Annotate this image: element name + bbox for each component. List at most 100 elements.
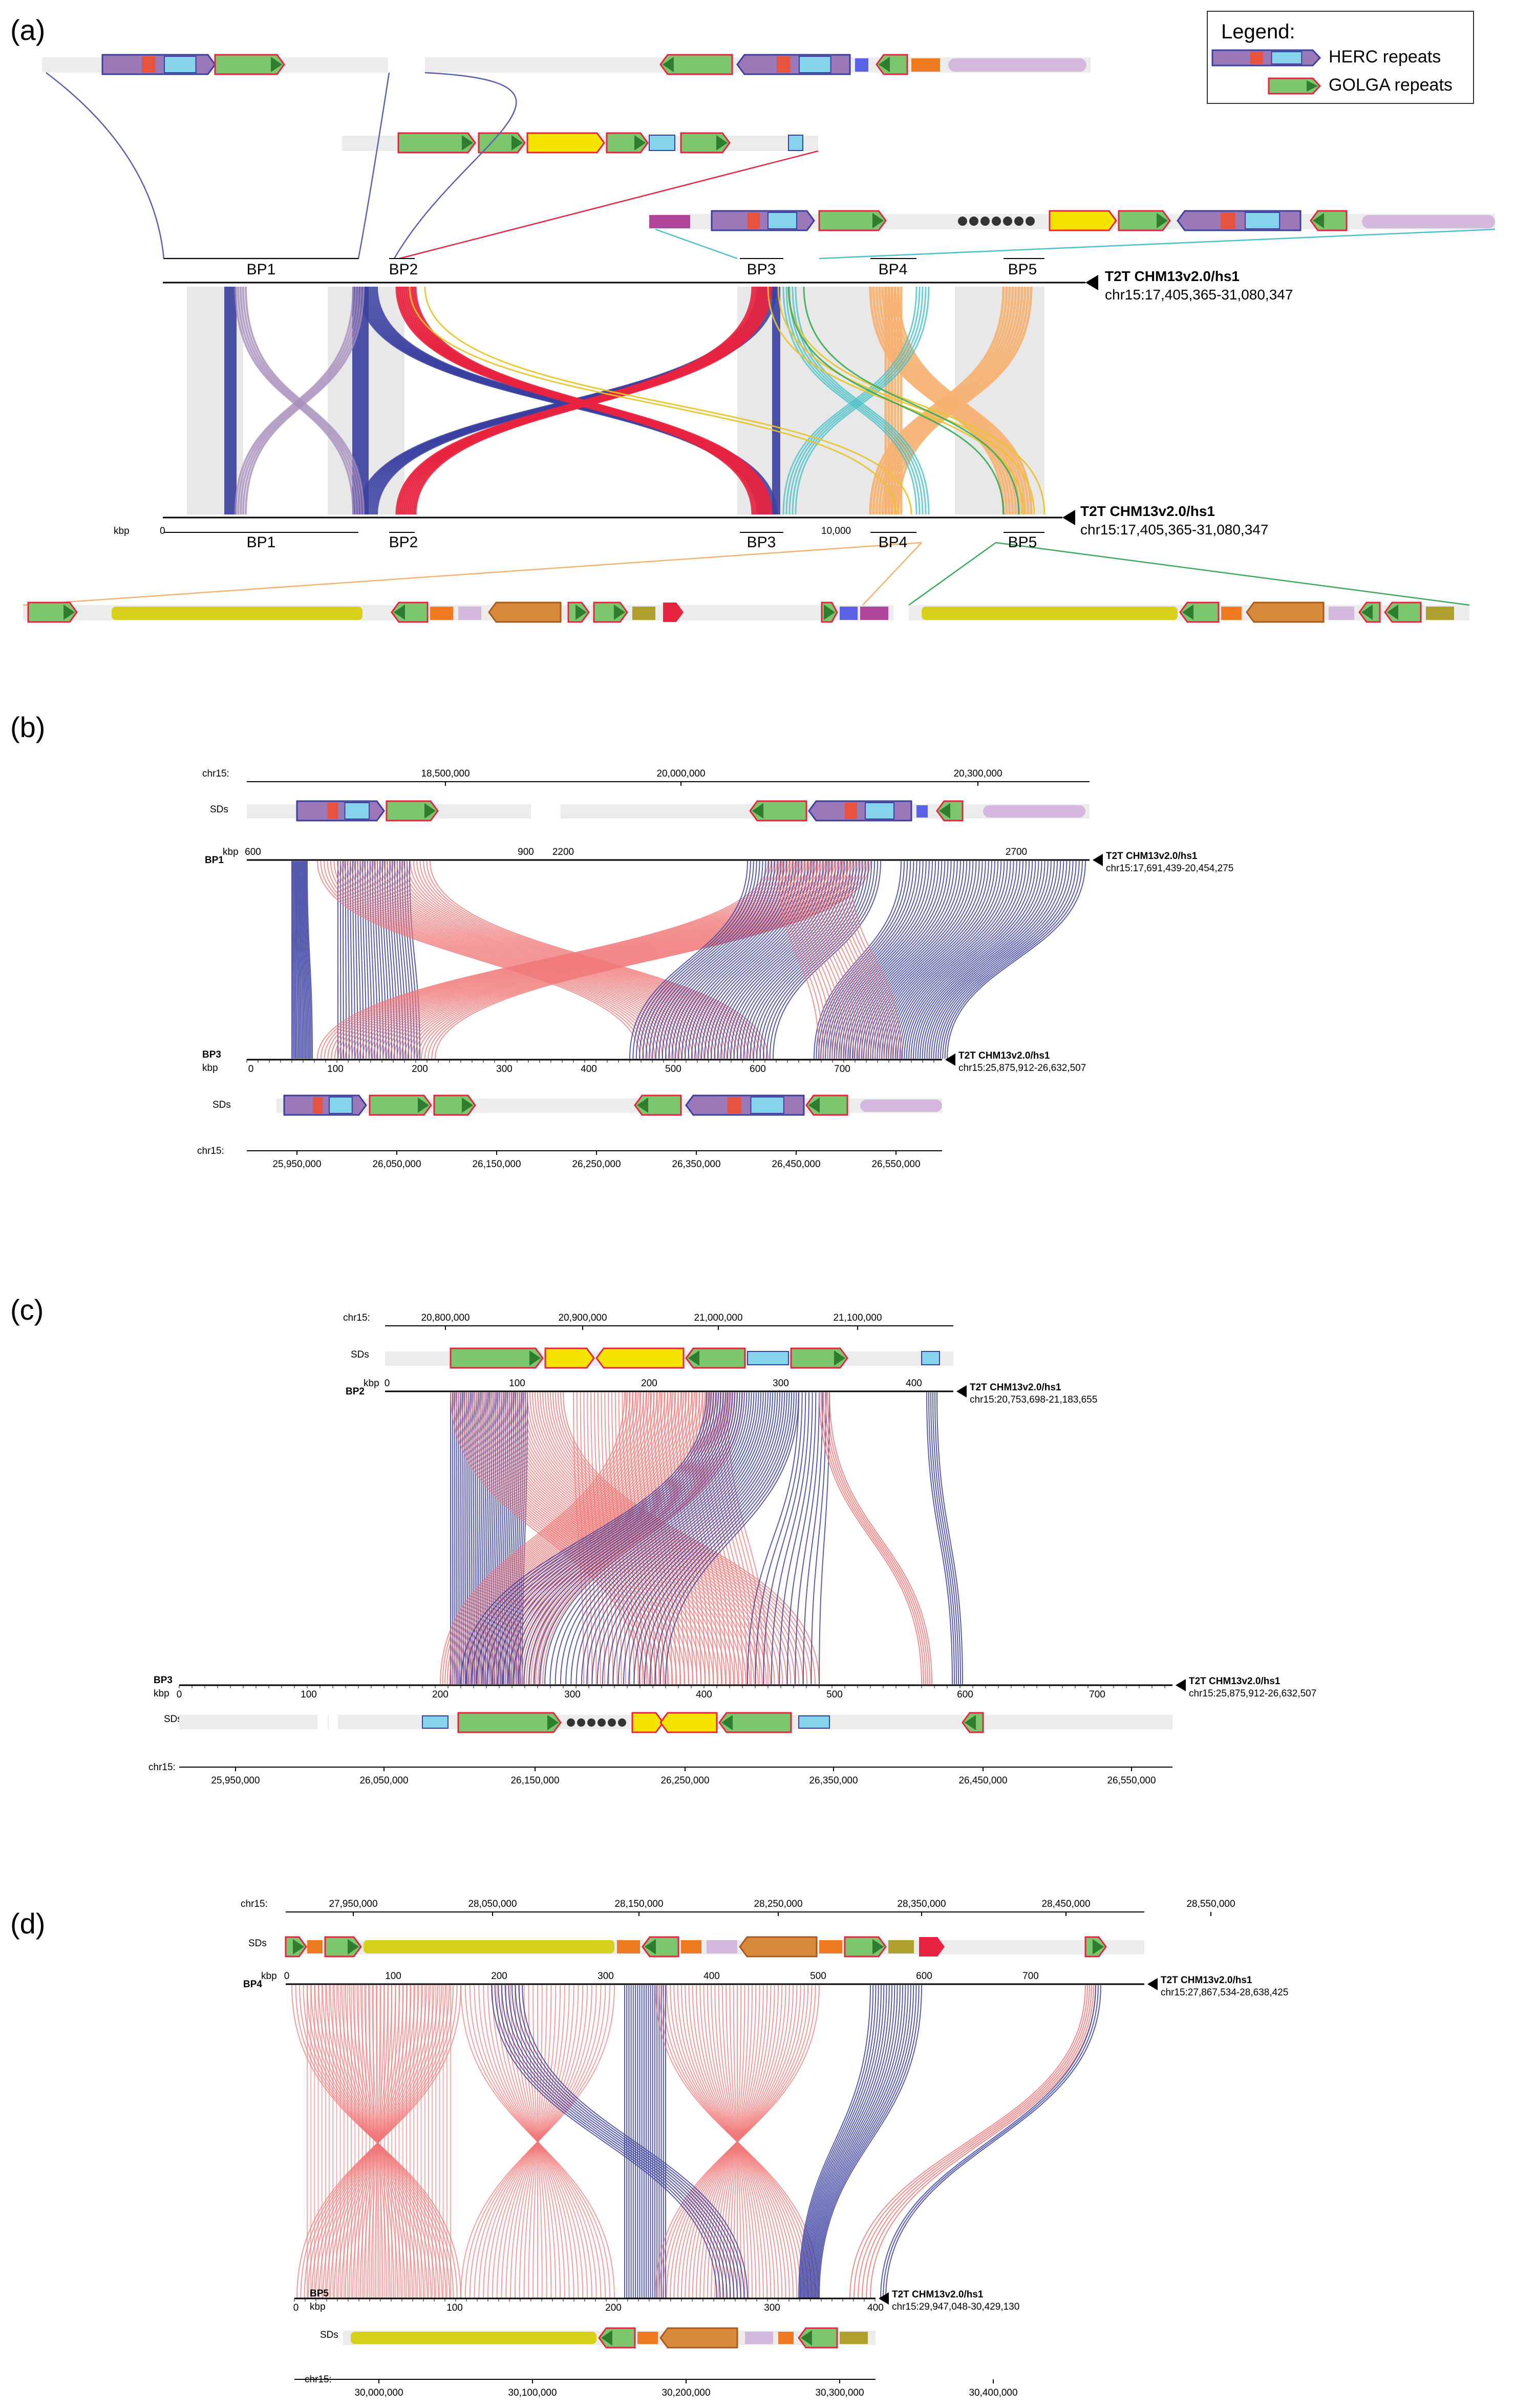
alignment-link [932,1392,959,1685]
d-chr-tick-label-bottom: 30,100,000 [508,2388,557,2398]
alignment-link [831,861,927,1059]
alignment-link [675,861,791,1059]
alignment-link [803,1985,885,2299]
golga-arrow [462,135,473,150]
alignment-link [819,861,867,1059]
alignment-link [331,861,781,1059]
alignment-link [629,861,748,1059]
herc-segment [1250,52,1263,64]
c-chr-tick-label-top: 21,000,000 [694,1313,742,1323]
d-chr-tick-label-bottom: 30,000,000 [354,2388,403,2398]
c-kbp-tick-bottom: 100 [301,1689,317,1700]
sd-segment [747,1351,789,1365]
herc-repeat [1177,210,1301,231]
panel-a-sd-tracks [23,54,1496,623]
panel-a-bp-labels-bottom: BP1 BP2 BP3 BP4 BP5 [164,532,1044,551]
d-kbp-tick-bottom: 300 [764,2303,780,2313]
golga-arrow [424,803,436,819]
b-chr-tick-label-bottom: 26,350,000 [672,1159,720,1170]
alignment-link [467,1392,657,1685]
panel-c: (c) chr15: 20,800,000 20,900,000 21,000,000… [10,1294,1316,1786]
alignment-link [910,861,1036,1059]
orange-repeat [1246,601,1325,623]
alignment-link [806,1985,893,2299]
alignment-link [834,861,885,1059]
alignment-link [370,861,701,1059]
alignment-link [849,1985,1086,2299]
herc-segment [327,803,338,819]
d-kbp-tick-bottom: 100 [446,2303,463,2313]
golga-repeat [685,1347,746,1369]
alignment-link [707,861,821,1059]
sd-segment [911,58,940,72]
c-kbp-tick-top: 100 [509,1378,525,1389]
alignment-link [880,1985,1096,2299]
alignment-link [501,1392,722,1685]
alignment-link [540,1392,783,1685]
alignment-link [750,861,860,1059]
b-ref-arrow-bottom [945,1054,955,1066]
alignment-link [597,1392,614,1685]
b-kbp-tick-bottom: 700 [834,1064,850,1074]
alignment-link [504,1985,731,2299]
panel-a-bottom-ref-region: chr15:17,405,365-31,080,347 [1080,522,1268,538]
alignment-link [931,861,1064,1059]
panel-a-bottom-arrow [1062,510,1075,525]
d-chr-tick-label-top: 27,950,000 [329,1899,377,1909]
alignment-link [644,1392,790,1685]
golga-repeat [790,1347,848,1369]
panel-d-content: chr15: 27,950,000 28,050,000 28,150,000 28,2… [241,1899,1288,2398]
orange-repeat [488,601,562,623]
golga-repeat [659,54,733,75]
alignment-link [390,861,832,1059]
d-kbp-tick-top: 300 [598,1971,614,1982]
sd-segment [860,607,888,620]
alignment-link [639,861,757,1059]
herc-segment [344,802,370,820]
c-bp-top: BP2 [346,1386,365,1397]
alignment-link [476,1392,479,1685]
herc-segment [748,212,760,229]
sd-bead [598,1718,606,1727]
d-chr-tick-label-top: 28,350,000 [897,1899,946,1909]
alignment-link [827,861,921,1059]
alignment-link [327,861,652,1059]
herc-segment [845,803,857,819]
c-ref-name-top: T2T CHM13v2.0/hs1 [970,1382,1061,1393]
d-sd-label-top: SDs [248,1938,267,1949]
alignment-link [827,1392,930,1685]
alignment-link [701,861,815,1059]
alignment-link [486,1392,719,1685]
alignment-link [348,861,796,1059]
c-kbp-tick-top: 0 [385,1378,390,1389]
c-chr-tick-label-top: 20,800,000 [421,1313,470,1323]
golga-arrow [462,1098,473,1113]
golga-arrow [939,803,950,819]
herc-segment [142,56,156,73]
b-chr-label-top: chr15: [202,768,229,779]
sd-bead [608,1718,616,1727]
sd-segment [916,805,928,818]
golga-arrow [634,135,646,150]
alignment-link [554,1392,750,1685]
c-chr-tick-label-bottom: 26,450,000 [958,1775,1007,1786]
c-ref-region-bottom: chr15:25,875,912-26,632,507 [1189,1688,1316,1699]
alignment-link [807,1985,895,2299]
b-kbp-tick-bottom: 200 [412,1064,428,1074]
golga-arrow [872,213,884,228]
d-chr-tick-label-top: 28,250,000 [754,1899,802,1909]
alignment-link [297,861,301,1059]
alignment-link [829,861,924,1059]
alignment-link [407,861,418,1059]
golga-repeat [749,800,807,822]
d-bp-bottom: BP5 [310,2288,329,2299]
alignment-link [294,861,296,1059]
herc-segment [767,212,797,229]
alignment-link [544,1392,745,1685]
alignment-link [771,1392,809,1685]
alignment-link [345,861,793,1059]
c-chr-tick-label-top: 20,900,000 [558,1313,607,1323]
connector-bp1 [46,72,390,260]
alignment-link [714,861,827,1059]
